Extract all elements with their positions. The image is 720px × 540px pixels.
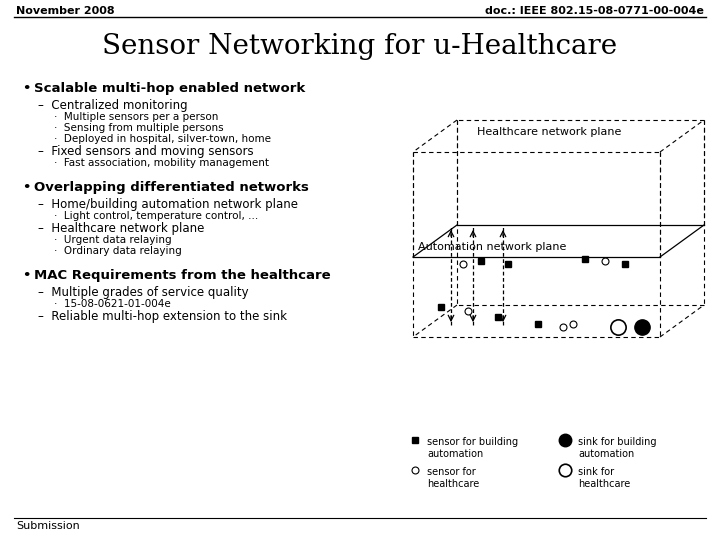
Text: –  Home/building automation network plane: – Home/building automation network plane	[38, 198, 298, 211]
Text: ·  Fast association, mobility management: · Fast association, mobility management	[54, 158, 269, 168]
Text: –  Healthcare network plane: – Healthcare network plane	[38, 222, 204, 235]
Text: ·  Multiple sensors per a person: · Multiple sensors per a person	[54, 112, 218, 122]
Text: Submission: Submission	[16, 521, 80, 531]
Text: •: •	[22, 181, 30, 194]
Text: Healthcare network plane: Healthcare network plane	[477, 127, 621, 137]
Text: sensor for
healthcare: sensor for healthcare	[427, 467, 480, 489]
Text: –  Multiple grades of service quality: – Multiple grades of service quality	[38, 286, 248, 299]
Text: ·  Sensing from multiple persons: · Sensing from multiple persons	[54, 123, 224, 133]
Text: –  Centralized monitoring: – Centralized monitoring	[38, 99, 188, 112]
Text: ·  Deployed in hospital, silver-town, home: · Deployed in hospital, silver-town, hom…	[54, 134, 271, 144]
Text: MAC Requirements from the healthcare: MAC Requirements from the healthcare	[34, 269, 330, 282]
Text: sensor for building
automation: sensor for building automation	[427, 437, 518, 458]
Text: ·  Ordinary data relaying: · Ordinary data relaying	[54, 246, 181, 256]
Text: sink for
healthcare: sink for healthcare	[578, 467, 630, 489]
Text: November 2008: November 2008	[16, 6, 114, 16]
Text: Sensor Networking for u-Healthcare: Sensor Networking for u-Healthcare	[102, 33, 618, 60]
Text: –  Reliable multi-hop extension to the sink: – Reliable multi-hop extension to the si…	[38, 310, 287, 323]
Text: ·  Urgent data relaying: · Urgent data relaying	[54, 235, 171, 245]
Text: –  Fixed sensors and moving sensors: – Fixed sensors and moving sensors	[38, 145, 253, 158]
Text: Automation network plane: Automation network plane	[418, 242, 567, 252]
Text: Overlapping differentiated networks: Overlapping differentiated networks	[34, 181, 309, 194]
Text: doc.: IEEE 802.15-08-0771-00-004e: doc.: IEEE 802.15-08-0771-00-004e	[485, 6, 704, 16]
Text: •: •	[22, 269, 30, 282]
Text: sink for building
automation: sink for building automation	[578, 437, 657, 458]
Text: ·  Light control, temperature control, ...: · Light control, temperature control, ..…	[54, 211, 258, 221]
Text: •: •	[22, 82, 30, 95]
Text: ·  15-08-0621-01-004e: · 15-08-0621-01-004e	[54, 299, 171, 309]
Text: Scalable multi-hop enabled network: Scalable multi-hop enabled network	[34, 82, 305, 95]
